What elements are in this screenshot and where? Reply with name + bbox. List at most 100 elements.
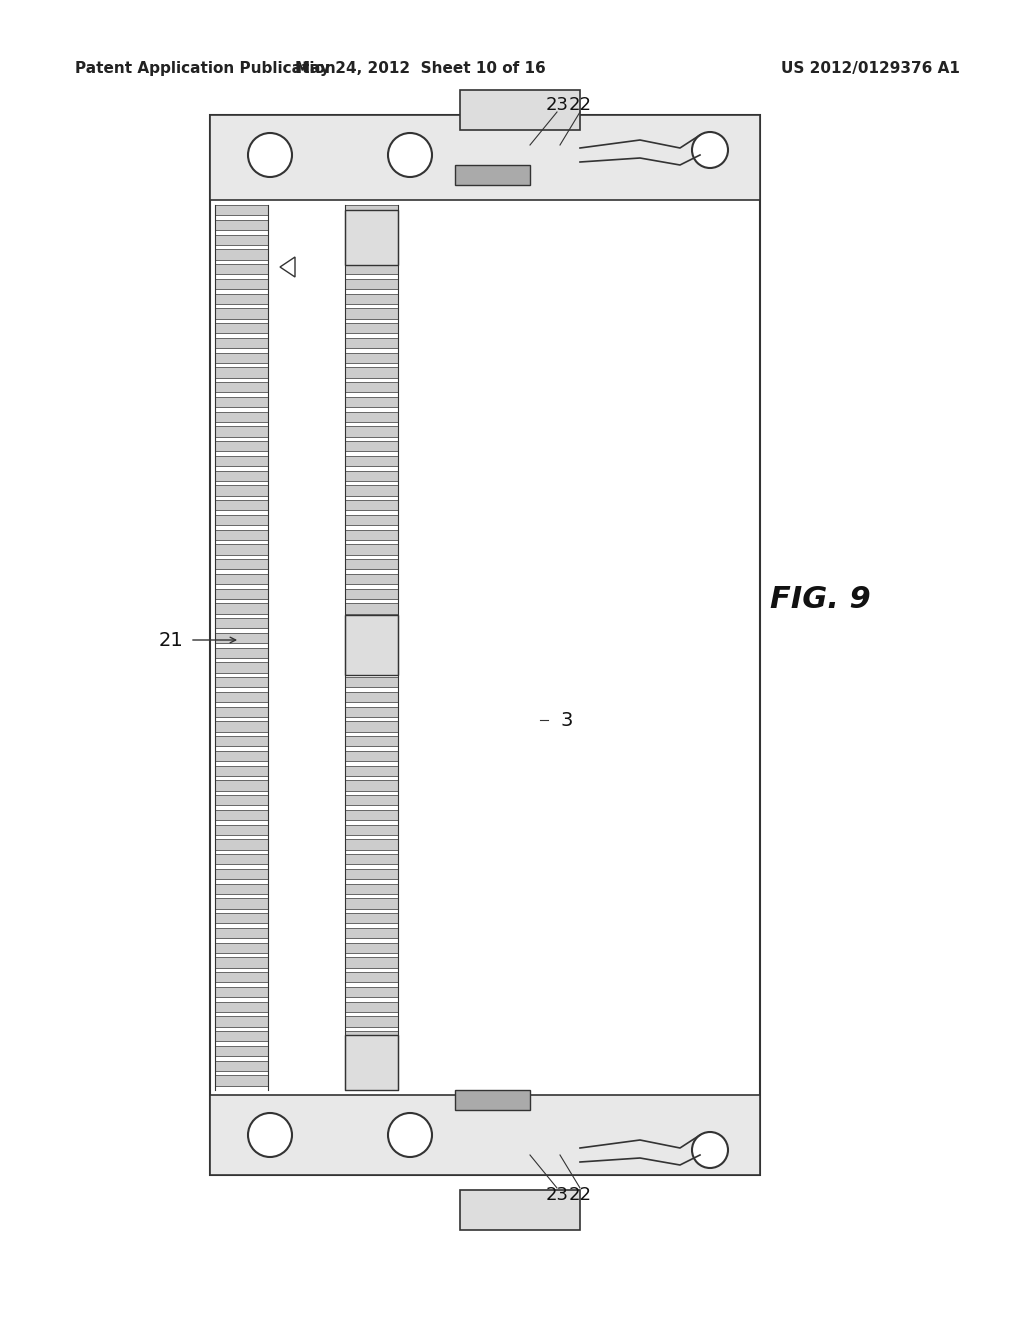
Bar	[345, 486, 398, 495]
Bar	[215, 1002, 268, 1012]
Bar	[215, 323, 268, 334]
Bar	[345, 840, 398, 850]
Bar	[215, 397, 268, 407]
Circle shape	[248, 1113, 292, 1158]
Bar	[215, 840, 268, 850]
Circle shape	[692, 1133, 728, 1168]
Bar	[215, 913, 268, 923]
Bar	[345, 500, 398, 511]
Bar	[345, 795, 398, 805]
Bar	[215, 677, 268, 688]
Bar	[345, 279, 398, 289]
Bar	[345, 972, 398, 982]
Text: 22: 22	[568, 96, 592, 114]
Bar	[345, 737, 398, 746]
Bar	[455, 1090, 530, 1110]
Bar	[215, 367, 268, 378]
Bar	[215, 721, 268, 731]
Bar	[345, 648, 398, 657]
Bar	[215, 928, 268, 939]
Bar	[345, 1031, 398, 1041]
Bar	[345, 352, 398, 363]
Bar	[215, 825, 268, 834]
Bar	[345, 987, 398, 997]
Bar	[345, 825, 398, 834]
Bar	[345, 441, 398, 451]
Bar	[345, 205, 398, 215]
Bar	[345, 529, 398, 540]
Bar	[215, 352, 268, 363]
Bar	[345, 574, 398, 583]
Bar	[345, 632, 398, 643]
Bar	[345, 1035, 398, 1090]
Bar	[345, 677, 398, 688]
Bar	[345, 928, 398, 939]
Bar	[215, 589, 268, 599]
Bar	[345, 1045, 398, 1056]
Bar	[215, 1016, 268, 1027]
Bar	[345, 942, 398, 953]
Bar	[345, 898, 398, 908]
Bar	[215, 470, 268, 480]
Bar	[345, 235, 398, 244]
Bar	[215, 529, 268, 540]
Bar	[345, 426, 398, 437]
Bar	[215, 898, 268, 908]
Bar	[210, 1096, 760, 1175]
Bar	[345, 751, 398, 762]
Bar	[215, 1045, 268, 1056]
Bar	[345, 869, 398, 879]
Bar	[215, 455, 268, 466]
Bar	[215, 751, 268, 762]
Bar	[345, 558, 398, 569]
Bar	[215, 441, 268, 451]
Bar	[345, 367, 398, 378]
Bar	[215, 883, 268, 894]
Text: 23: 23	[546, 96, 568, 114]
Bar	[215, 558, 268, 569]
Bar	[345, 210, 398, 265]
Circle shape	[388, 1113, 432, 1158]
Text: US 2012/0129376 A1: US 2012/0129376 A1	[780, 61, 959, 75]
Bar	[345, 381, 398, 392]
Bar	[345, 883, 398, 894]
Bar	[215, 515, 268, 525]
Text: May 24, 2012  Sheet 10 of 16: May 24, 2012 Sheet 10 of 16	[295, 61, 546, 75]
Bar	[345, 615, 398, 675]
Bar	[215, 486, 268, 495]
Bar	[460, 1191, 580, 1230]
Text: 22: 22	[568, 1185, 592, 1204]
Bar	[345, 913, 398, 923]
Bar	[215, 972, 268, 982]
Circle shape	[692, 132, 728, 168]
Bar	[345, 692, 398, 702]
Bar	[345, 455, 398, 466]
Bar	[215, 766, 268, 776]
Bar	[215, 603, 268, 614]
Bar	[215, 338, 268, 348]
Bar	[345, 663, 398, 673]
Bar	[215, 692, 268, 702]
Bar	[345, 589, 398, 599]
Bar	[345, 809, 398, 820]
Bar	[345, 766, 398, 776]
Circle shape	[388, 133, 432, 177]
Bar	[215, 235, 268, 244]
Bar	[345, 1076, 398, 1085]
Bar	[215, 412, 268, 422]
Bar	[215, 632, 268, 643]
Bar	[215, 706, 268, 717]
Bar	[345, 603, 398, 614]
Bar	[215, 1076, 268, 1085]
Bar	[215, 293, 268, 304]
Bar	[215, 957, 268, 968]
Bar	[345, 706, 398, 717]
Text: FIG. 9: FIG. 9	[770, 586, 870, 615]
Bar	[345, 721, 398, 731]
Bar	[215, 574, 268, 583]
Bar	[345, 338, 398, 348]
Bar	[215, 780, 268, 791]
Bar	[210, 115, 760, 201]
Bar	[345, 1002, 398, 1012]
Bar	[215, 809, 268, 820]
